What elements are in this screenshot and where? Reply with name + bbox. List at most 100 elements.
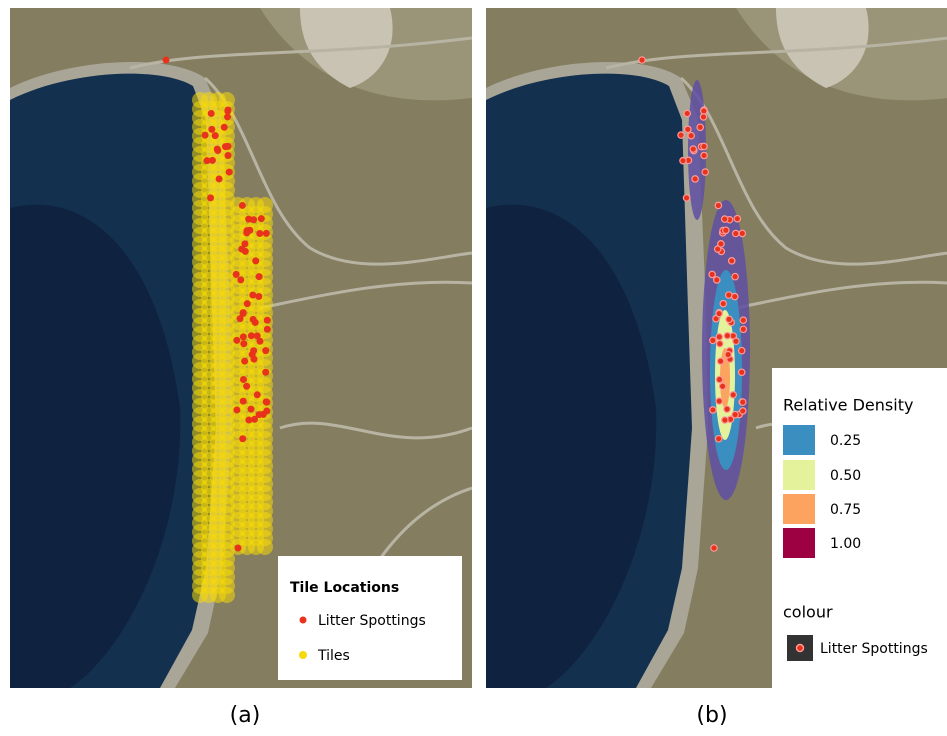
litter-spotting [722,417,728,423]
legend-label: Litter Spottings [318,613,426,629]
litter-spotting [245,417,252,424]
legend-title: Tile Locations [290,580,399,596]
litter-spotting [243,383,250,390]
litter-spotting [250,316,257,323]
litter-spotting [262,369,269,376]
legend-a: Tile Locations Litter Spottings Tiles [278,556,462,680]
legend-label: 0.25 [830,433,861,449]
litter-spotting [241,358,248,365]
litter-spotting [258,215,265,222]
litter-spotting [716,398,722,404]
legend-label: Litter Spottings [820,641,928,657]
litter-spotting [248,406,255,413]
litter-spotting [263,407,270,414]
litter-spotting [739,369,745,375]
panel-label: (b) [696,703,727,728]
litter-spotting [692,176,698,182]
legend-dot [300,617,307,624]
litter-spotting [639,57,645,63]
litter-spotting [718,241,724,247]
litter-spotting [263,230,270,237]
litter-spotting [233,271,240,278]
litter-spotting [249,351,256,358]
legend-label: 0.75 [830,502,861,518]
litter-spotting [730,392,736,398]
litter-spotting [221,124,228,131]
litter-spotting [225,152,232,159]
litter-spotting [717,358,723,364]
litter-spotting [716,310,722,316]
litter-spotting [734,215,740,221]
litter-spotting [720,300,726,306]
litter-spotting [208,110,215,117]
litter-spotting [701,143,707,149]
litter-spotting [235,545,242,552]
litter-spotting [240,340,247,347]
litter-spotting [202,132,209,139]
litter-spotting [724,332,730,338]
litter-spotting [726,316,732,322]
litter-spotting [717,341,723,347]
litter-spotting [241,240,248,247]
legend-title: Relative Density [783,396,913,415]
litter-spotting [724,406,730,412]
litter-spotting [709,271,715,277]
litter-spotting [256,273,263,280]
litter-spotting [249,292,256,299]
legend-b: Relative Density colour Litter Spottings… [772,368,947,688]
litter-spotting [710,337,716,343]
litter-spotting [716,334,722,340]
litter-spotting [214,146,221,153]
litter-spotting [702,169,708,175]
litter-spotting [216,175,223,182]
figure: Tile Locations Litter Spottings Tiles Re… [0,0,947,732]
litter-spotting [264,326,271,333]
litter-spotting [244,300,251,307]
litter-spotting [163,57,170,64]
litter-spotting [719,383,725,389]
litter-spotting [264,317,271,324]
litter-spotting [207,194,214,201]
litter-spotting [680,157,686,163]
litter-spotting [740,326,746,332]
legend-label: Tiles [317,648,350,664]
legend-label: 1.00 [830,536,861,552]
litter-spotting [697,124,703,130]
litter-spotting [256,338,263,345]
litter-spotting [245,216,252,223]
litter-spotting [716,436,722,442]
legend-title: colour [783,603,833,622]
litter-spotting [739,230,745,236]
litter-spotting [240,376,247,383]
litter-spotting [208,126,215,133]
litter-spotting [224,143,231,150]
litter-spotting [248,332,255,339]
litter-spotting [690,146,696,152]
litter-spotting [683,195,689,201]
litter-spotting [233,406,240,413]
legend-swatch [783,528,815,558]
litter-spotting [714,277,720,283]
litter-spotting [740,317,746,323]
litter-spotting [212,132,219,139]
litter-spotting [711,545,717,551]
litter-spotting [203,157,210,164]
litter-spotting [237,276,244,283]
litter-spotting [733,230,739,236]
litter-spotting [729,258,735,264]
litter-spotting [246,227,253,234]
litter-spotting [239,435,246,442]
litter-spotting [262,347,269,354]
legend-swatch [783,425,815,455]
litter-spotting [732,273,738,279]
litter-spotting [688,132,694,138]
litter-spotting [740,399,746,405]
litter-spotting [725,351,731,357]
litter-spotting [254,391,261,398]
legend-label: 0.50 [830,468,861,484]
litter-spotting [710,407,716,413]
litter-spotting [256,230,263,237]
litter-spotting [732,293,738,299]
litter-spotting [255,293,262,300]
litter-spotting [739,347,745,353]
